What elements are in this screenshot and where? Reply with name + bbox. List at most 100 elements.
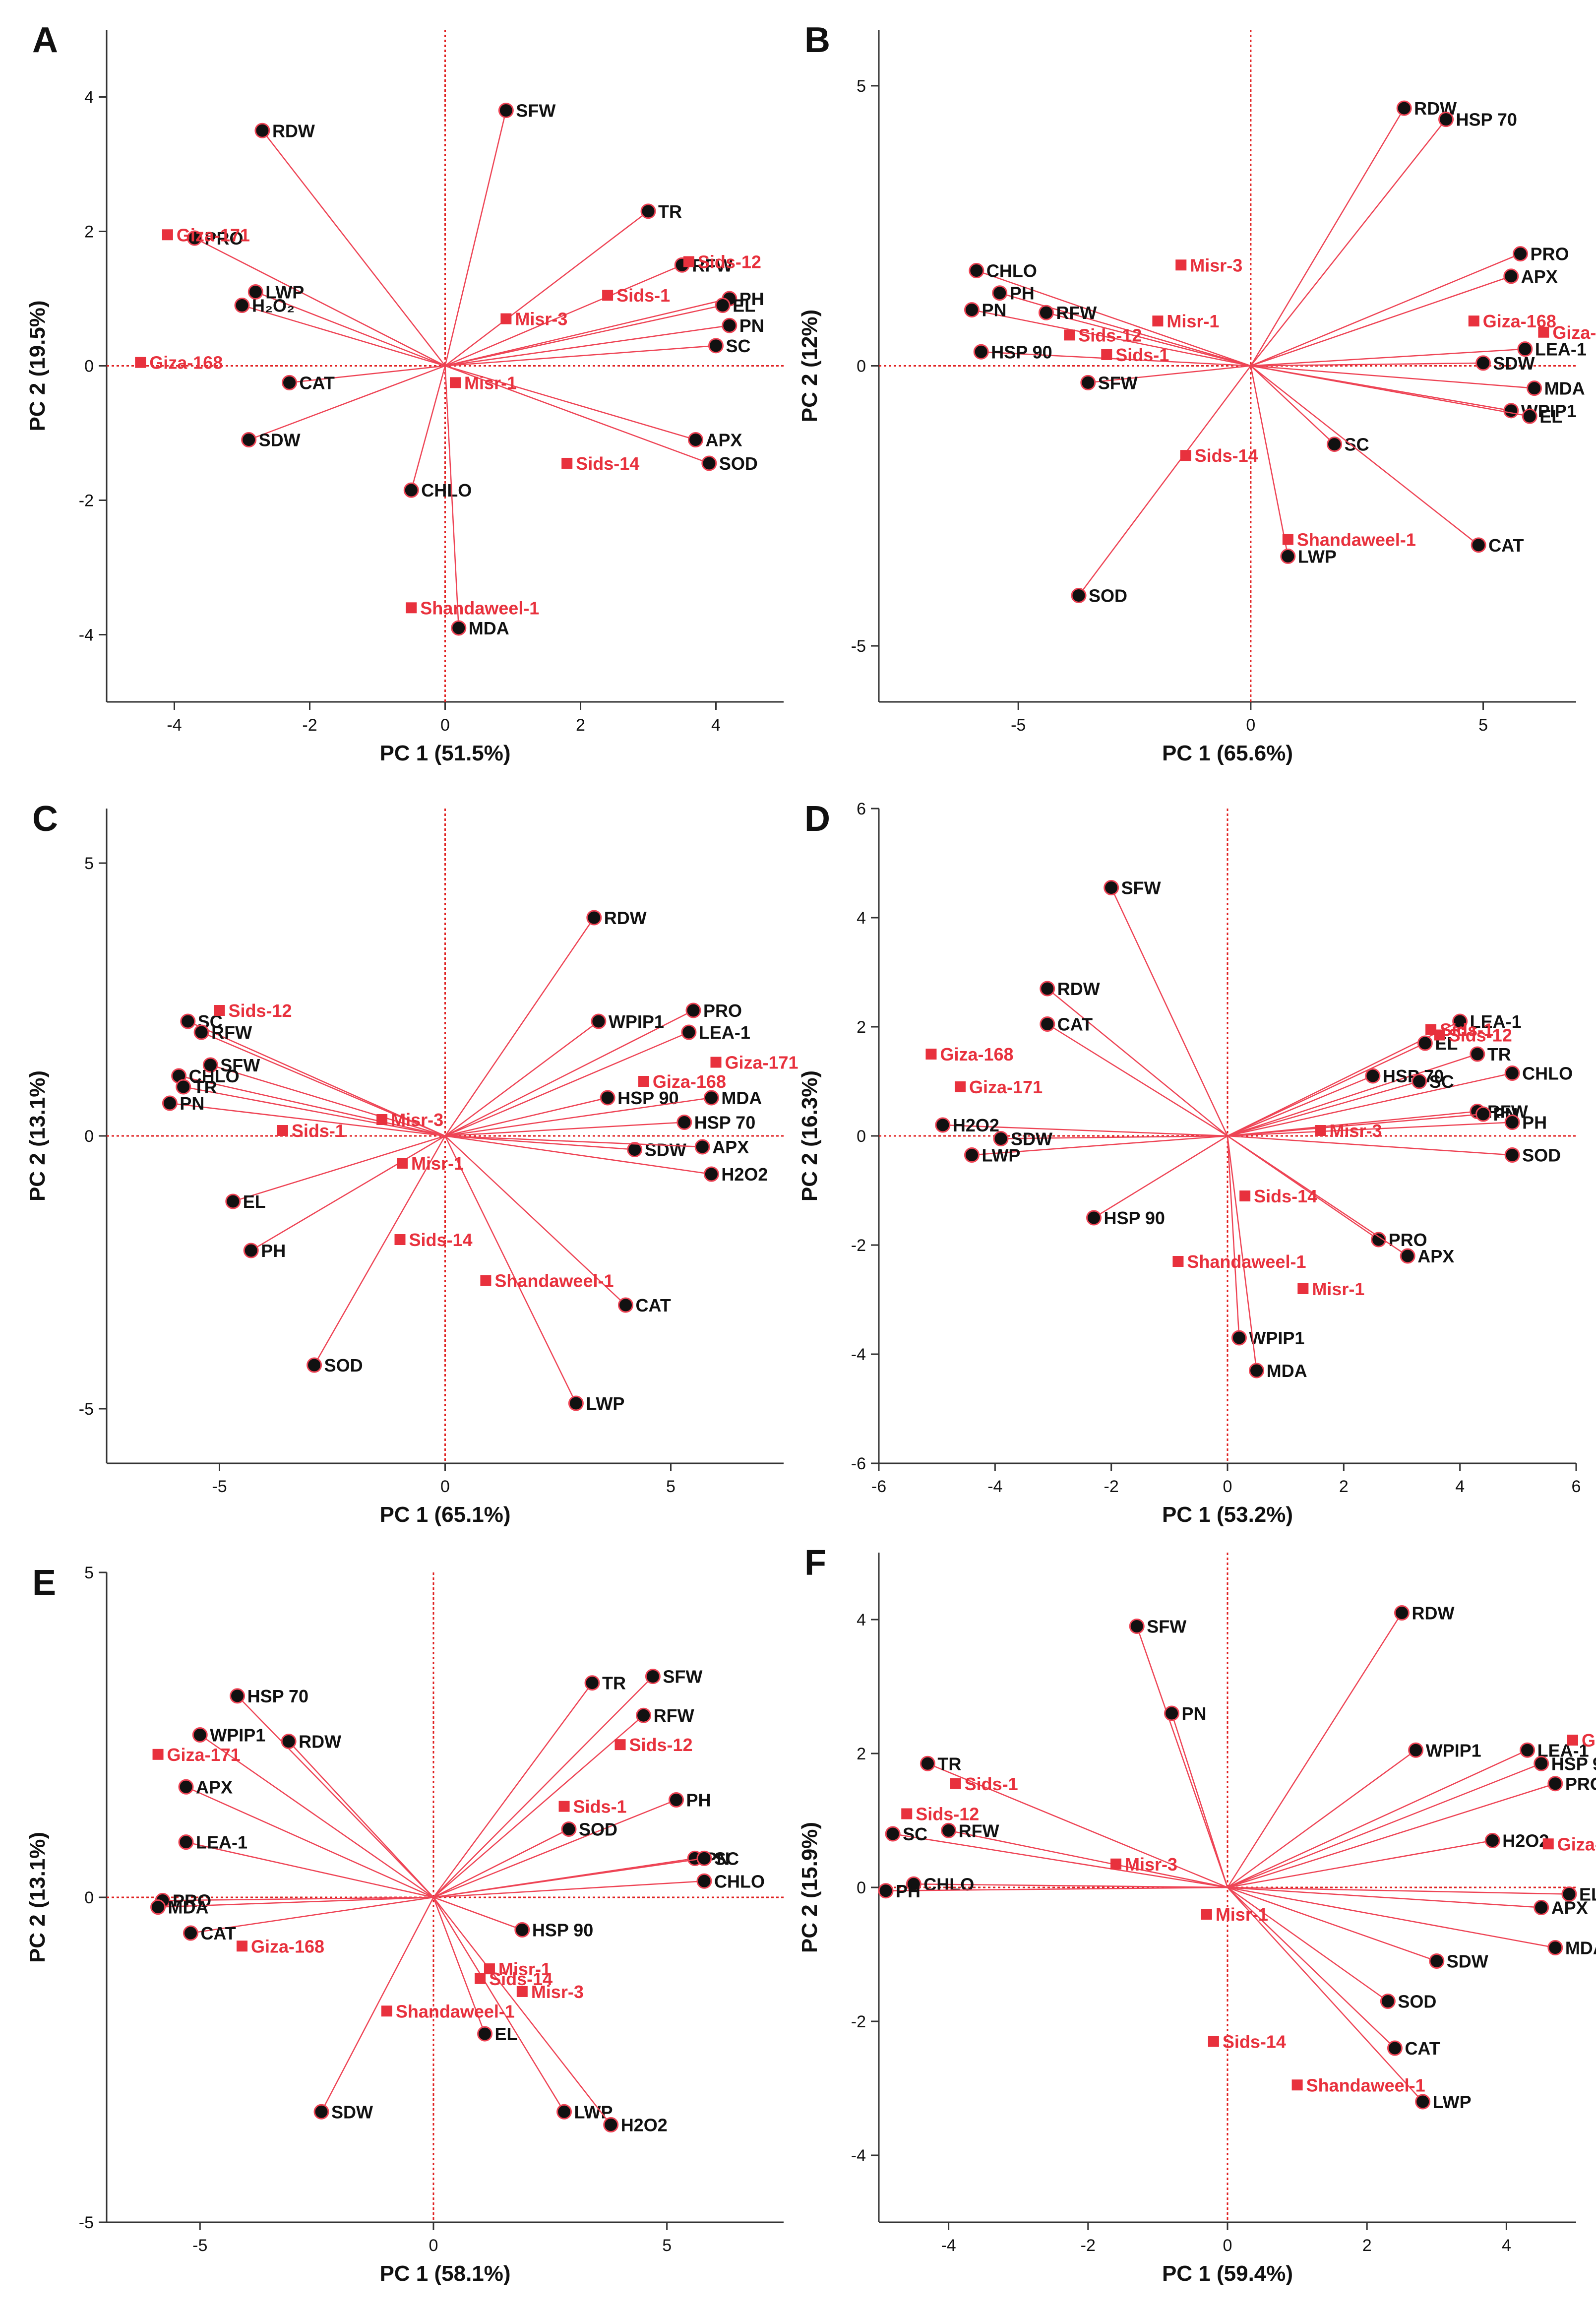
genotype-shandaweel-1 — [1291, 2079, 1303, 2091]
vector-cat — [1250, 365, 1479, 546]
genotype-giza-171 — [1567, 1735, 1578, 1746]
point-sc — [1412, 1073, 1427, 1089]
vector-pn — [170, 1102, 445, 1137]
vector-chlo — [1227, 1072, 1513, 1137]
label-rfw: RFW — [1056, 303, 1097, 323]
x-tick-label: -4 — [167, 716, 182, 735]
vector-apx — [185, 1786, 434, 1898]
genotype-label-shandaweel-1: Shandaweel-1 — [1306, 2075, 1425, 2095]
x-axis-label: PC 1 (65.6%) — [1162, 741, 1293, 765]
point-apx — [688, 432, 704, 448]
label-sod: SOD — [579, 1819, 617, 1839]
label-rdw: RDW — [604, 908, 647, 928]
label-sdw: SDW — [645, 1140, 686, 1160]
label-tr: TR — [937, 1753, 961, 1774]
vector-sdw — [1250, 362, 1483, 367]
genotype-giza-171 — [162, 229, 173, 241]
genotype-giza-168 — [135, 357, 146, 368]
genotype-label-sids-14: Sids-14 — [576, 453, 639, 474]
vector-pro — [444, 1009, 694, 1137]
vector-sc — [1227, 1080, 1419, 1137]
vector-chlo — [914, 1883, 1228, 1888]
label-tr: TR — [602, 1673, 626, 1693]
label-sdw: SDW — [331, 2102, 373, 2122]
point-hsp-90 — [1086, 1210, 1102, 1226]
label-lea-1: LEA-1 — [1470, 1011, 1522, 1032]
point-chlo — [969, 263, 984, 279]
x-tick-label: 0 — [440, 716, 450, 735]
genotype-misr-1 — [1152, 315, 1164, 327]
point-el — [477, 2026, 493, 2042]
label-h2o2: H2O2 — [621, 2115, 668, 2135]
point-cat — [1040, 1016, 1055, 1032]
x-tick-label: -6 — [871, 1477, 886, 1496]
vector-wpip1 — [444, 1020, 599, 1137]
vector-rfw — [445, 264, 682, 367]
vector-pn — [972, 309, 1251, 367]
panel-d: D -6 -4 -2 0 2 4 6 -6 -4 -2 0 2 4 6 PC 1 (53.2%) PC 2 (1… — [798, 799, 1581, 1527]
point-hsp-90 — [600, 1090, 615, 1106]
vector-sc — [433, 1858, 705, 1898]
vector-ph — [433, 1799, 676, 1898]
point-wpip1 — [192, 1727, 208, 1743]
point-mda — [1547, 1940, 1563, 1955]
point-el — [715, 298, 731, 313]
label-el: EL — [1579, 1884, 1596, 1905]
label-chlo: CHLO — [986, 261, 1037, 281]
label-hsp-90: HSP 90 — [1104, 1208, 1165, 1228]
vector-pn — [445, 324, 730, 367]
point-h2o2 — [935, 1117, 951, 1133]
vector-ph — [886, 1886, 1228, 1891]
genotype-label-misr-1: Misr-1 — [411, 1153, 464, 1174]
label-sfw: SFW — [1147, 1617, 1186, 1637]
genotype-sids-12 — [614, 1739, 626, 1751]
label-lwp: LWP — [586, 1393, 624, 1414]
vector-sfw — [210, 1064, 445, 1137]
point-wpip1 — [1503, 403, 1519, 419]
vector-sc — [1250, 365, 1335, 445]
genotype-misr-1 — [449, 377, 461, 388]
point-rfw — [941, 1822, 957, 1838]
panel-letter: F — [804, 1543, 826, 1583]
vector-lea-1 — [1227, 1750, 1528, 1888]
point-h2o2 — [603, 2117, 619, 2132]
vector-tr — [432, 1682, 593, 1898]
point-sdw — [627, 1142, 643, 1157]
label-rdw: RDW — [299, 1732, 341, 1752]
label-cat: CAT — [1488, 535, 1524, 556]
label-apx: APX — [1551, 1898, 1588, 1918]
vector-sfw — [444, 110, 507, 366]
label-apx: APX — [712, 1137, 749, 1157]
point-rdw — [1396, 100, 1412, 116]
vector-mda — [1250, 365, 1535, 389]
label-sc: SC — [1429, 1071, 1454, 1092]
genotype-label-misr-3: Misr-3 — [1125, 1854, 1177, 1875]
vector-ph — [1227, 1122, 1513, 1137]
point-wpip1 — [1231, 1330, 1247, 1346]
vector-rdw — [288, 1741, 434, 1898]
point-lwp — [568, 1395, 584, 1411]
vector-lwp — [1227, 1887, 1423, 2102]
label-wpip1: WPIP1 — [210, 1725, 265, 1746]
y-tick-label: 4 — [857, 909, 866, 928]
point-sfw — [498, 103, 514, 119]
point-apx — [178, 1779, 194, 1795]
genotype-label-shandaweel-1: Shandaweel-1 — [396, 2001, 515, 2021]
point-sod — [1380, 1994, 1396, 2009]
vector-hsp-90 — [445, 1097, 608, 1137]
genotype-label-shandaweel-1: Shandaweel-1 — [494, 1271, 614, 1291]
genotype-label-giza-168: Giza-168 — [940, 1044, 1013, 1064]
genotype-misr-3 — [1175, 259, 1187, 271]
vector-lea-1 — [445, 1031, 689, 1137]
point-cat — [1471, 537, 1486, 553]
y-tick-label: -2 — [79, 492, 94, 510]
label-lwp: LWP — [265, 282, 304, 302]
vector-lea-1 — [1250, 348, 1525, 367]
vector-apx — [1227, 1135, 1408, 1257]
label-hsp-70: HSP 70 — [247, 1686, 308, 1706]
vector-hsp-90 — [981, 351, 1251, 367]
genotype-misr-3 — [1315, 1125, 1326, 1136]
genotype-giza-168 — [1542, 1838, 1554, 1850]
point-pro — [1547, 1776, 1563, 1792]
y-axis-label: PC 2 (12%) — [798, 310, 822, 422]
